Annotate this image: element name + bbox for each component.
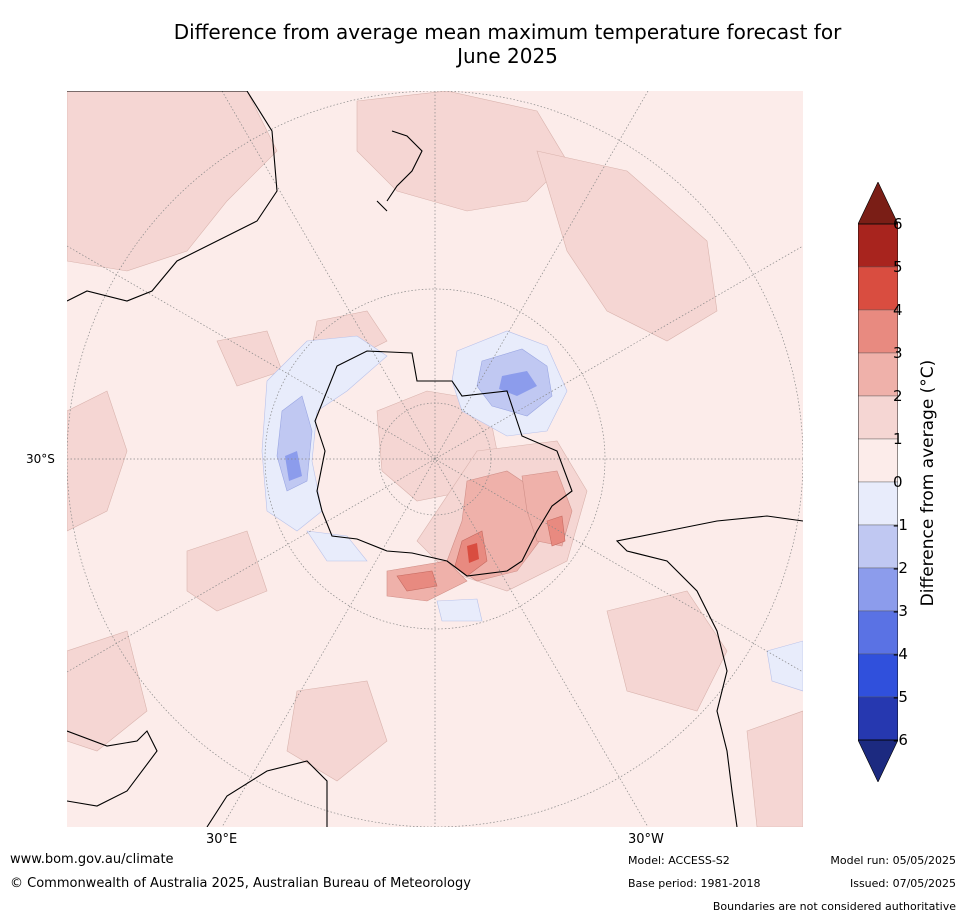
colorbar-over-arrow bbox=[858, 182, 898, 225]
colorbar-level bbox=[858, 309, 898, 354]
colorbar-tick-label: 6 bbox=[893, 215, 903, 233]
footer-copyright: © Commonwealth of Australia 2025, Austra… bbox=[10, 876, 471, 891]
footer-disclaimer: Boundaries are not considered authoritat… bbox=[712, 900, 956, 913]
colorbar-level bbox=[858, 481, 898, 526]
colorbar-level bbox=[858, 438, 898, 483]
colorbar-under-arrow bbox=[858, 739, 898, 782]
colorbar-level bbox=[858, 395, 898, 440]
colorbar-level bbox=[858, 610, 898, 655]
footer-website: www.bom.gov.au/climate bbox=[10, 852, 174, 867]
colorbar-tick-label: 0 bbox=[893, 473, 903, 491]
land-outlines bbox=[67, 91, 803, 827]
anomaly-4-to-5-regions bbox=[467, 543, 479, 563]
colorbar-level bbox=[858, 567, 898, 612]
footer-issued: Issued: 07/05/2025 bbox=[849, 877, 956, 890]
colorbar-title-text: Difference from average (°C) bbox=[918, 359, 938, 607]
colorbar-tick-label: -4 bbox=[893, 645, 908, 663]
colorbar-level bbox=[858, 223, 898, 268]
anomaly-minus-3-to-minus-2-regions bbox=[285, 371, 537, 481]
lon-label-30e: 30°E bbox=[206, 832, 238, 847]
colorbar-levels bbox=[858, 223, 898, 741]
footer-model: Model: ACCESS-S2 bbox=[628, 854, 730, 867]
colorbar-level bbox=[858, 266, 898, 311]
africa-outline bbox=[67, 730, 328, 827]
colorbar-level bbox=[858, 653, 898, 698]
map-title: Difference from average mean maximum tem… bbox=[0, 20, 965, 68]
footer-model-run: Model run: 05/05/2025 bbox=[830, 854, 956, 867]
title-line-2: June 2025 bbox=[457, 44, 558, 68]
lon-label-30w: 30°W bbox=[628, 832, 664, 847]
new-zealand-outline bbox=[376, 130, 423, 212]
footer-base-period: Base period: 1981-2018 bbox=[628, 877, 761, 890]
colorbar-tick-label: -6 bbox=[893, 731, 908, 749]
colorbar-level bbox=[858, 696, 898, 741]
colorbar-tick-label: -3 bbox=[893, 602, 908, 620]
colorbar-tick-label: -5 bbox=[893, 688, 908, 706]
south-america-outline bbox=[615, 515, 803, 827]
colorbar-tick-label: 3 bbox=[893, 344, 903, 362]
antarctica-outline bbox=[314, 350, 573, 577]
australia-outline bbox=[67, 91, 278, 302]
colorbar-tick-label: 4 bbox=[893, 301, 903, 319]
lat-label-30s: 30°S bbox=[26, 452, 55, 466]
colorbar-level bbox=[858, 352, 898, 397]
colorbar bbox=[858, 182, 898, 782]
title-line-1: Difference from average mean maximum tem… bbox=[173, 20, 842, 44]
colorbar-level bbox=[858, 524, 898, 569]
graticule bbox=[67, 91, 803, 827]
anomaly-minus-2-to-minus-1-regions bbox=[276, 348, 553, 492]
polar-temperature-map bbox=[67, 91, 803, 827]
colorbar-tick-label: -2 bbox=[893, 559, 908, 577]
colorbar-tick-label: 5 bbox=[893, 258, 903, 276]
colorbar-tick-label: -1 bbox=[893, 516, 908, 534]
colorbar-tick-label: 1 bbox=[893, 430, 903, 448]
colorbar-tick-label: 2 bbox=[893, 387, 903, 405]
